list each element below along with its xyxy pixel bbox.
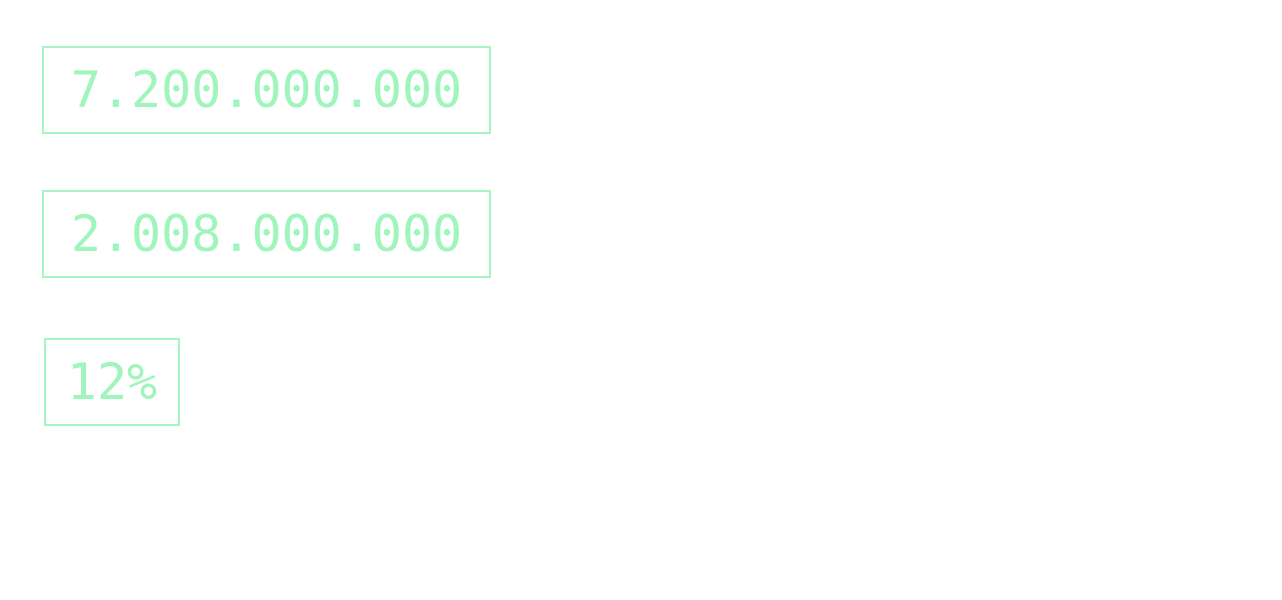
first-amount-field[interactable]: 7.200.000.000 (42, 46, 491, 134)
second-amount-field[interactable]: 2.008.000.000 (42, 190, 491, 278)
percentage-field[interactable]: 12% (44, 338, 180, 426)
